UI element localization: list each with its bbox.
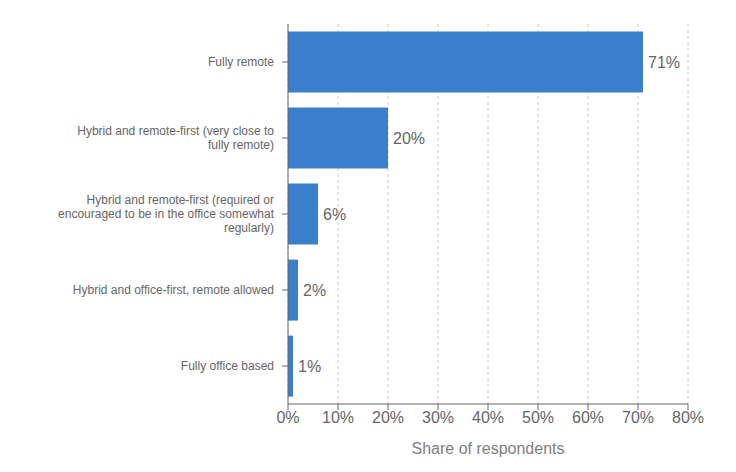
svg-text:Hybrid and office-first, remot: Hybrid and office-first, remote allowed	[73, 283, 274, 297]
svg-text:80%: 80%	[672, 409, 704, 426]
svg-text:20%: 20%	[393, 130, 425, 147]
svg-text:40%: 40%	[472, 409, 504, 426]
svg-text:Hybrid and remote-first (requi: Hybrid and remote-first (required orenco…	[58, 193, 275, 235]
svg-text:1%: 1%	[298, 358, 321, 375]
svg-text:70%: 70%	[622, 409, 654, 426]
svg-text:10%: 10%	[322, 409, 354, 426]
svg-text:Fully remote: Fully remote	[208, 55, 274, 69]
svg-text:60%: 60%	[572, 409, 604, 426]
svg-text:Fully office based: Fully office based	[181, 359, 274, 373]
svg-text:0%: 0%	[276, 409, 299, 426]
svg-text:71%: 71%	[648, 54, 680, 71]
svg-text:30%: 30%	[422, 409, 454, 426]
svg-text:20%: 20%	[372, 409, 404, 426]
svg-text:Hybrid and remote-first (very: Hybrid and remote-first (very close tofu…	[77, 124, 274, 152]
svg-text:50%: 50%	[522, 409, 554, 426]
svg-text:2%: 2%	[303, 282, 326, 299]
svg-text:Share of respondents: Share of respondents	[412, 440, 565, 457]
svg-text:6%: 6%	[323, 206, 346, 223]
